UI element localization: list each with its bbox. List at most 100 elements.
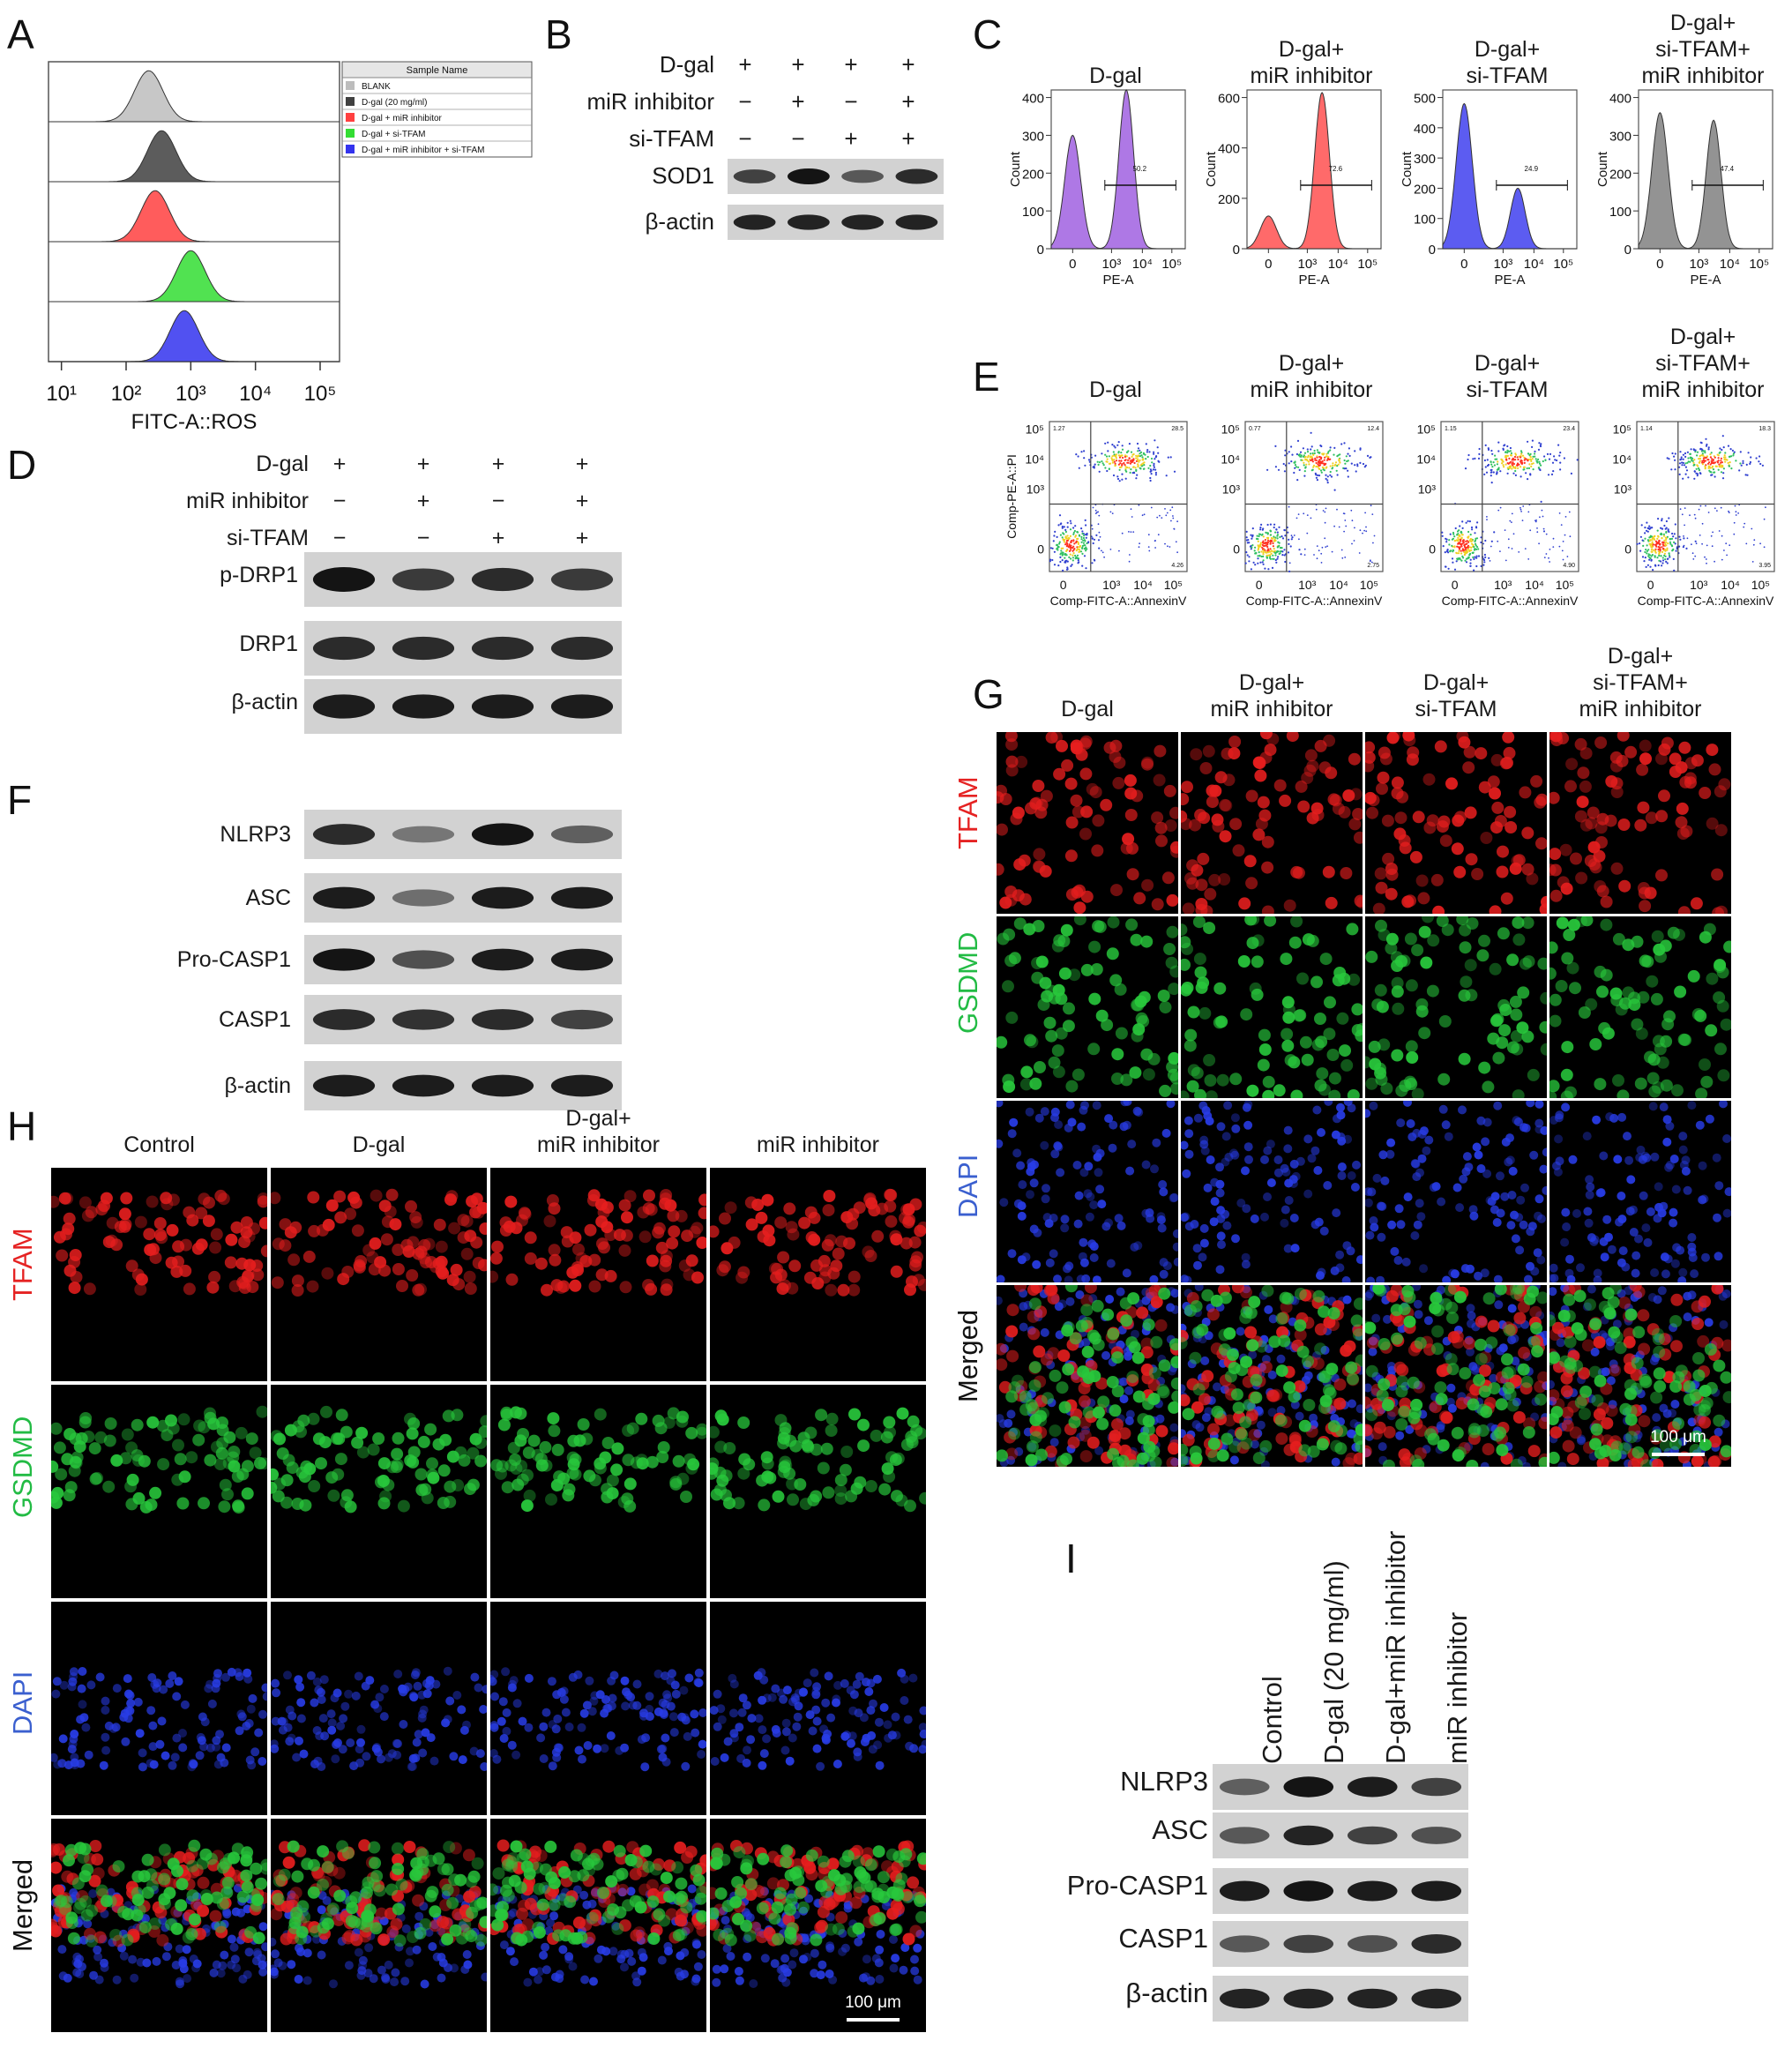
dotplot-event [1512,457,1514,460]
if-cell [1590,1235,1600,1244]
dotplot-event [1661,527,1664,530]
if-cell [1371,998,1385,1012]
if-cell [1029,1224,1039,1234]
dotplot-event [1321,546,1324,549]
dotplot-event [1654,555,1656,557]
pe-x-axis-label: PE-A [1690,273,1721,288]
if-cell [1045,732,1058,744]
dotplot-event [1107,441,1109,444]
if-cell [1511,1234,1520,1244]
if-cell [1089,786,1102,799]
dotplot-event [1699,447,1702,450]
if-cell [1182,1408,1195,1421]
if-cell [1670,1259,1680,1268]
if-cell [1383,1425,1396,1439]
if-cell [1549,1328,1562,1342]
pe-ytick-label: 0 [1037,243,1044,258]
if-cell [1531,1334,1543,1348]
if-cell [1683,1312,1692,1322]
dotplot-event [1658,539,1661,542]
treatment-label: D-gal [659,51,714,78]
if-cell [1298,1444,1311,1457]
dotplot-event [1665,560,1668,563]
dotplot-event [1714,456,1716,459]
if-cell [1182,1169,1191,1178]
if-cell [1309,1420,1318,1430]
dotplot-event [1661,559,1665,562]
dotplot-ytick-label: 0 [1233,542,1240,557]
if-cell [1014,1446,1024,1456]
dotplot-event [1742,460,1744,462]
if-cell [1209,1217,1219,1227]
if-cell [1391,985,1404,998]
if-cell [1698,1195,1707,1205]
dotplot-event [1728,512,1730,513]
dotplot-event [1157,534,1160,536]
if-cell [1156,1215,1166,1224]
pe-ytick-label: 300 [1022,129,1044,144]
if-cell [1534,1118,1544,1128]
dotplot-event [1649,544,1652,547]
if-cell [1181,1329,1189,1342]
if-cell [1500,1192,1510,1201]
dotplot-event [1531,445,1534,448]
if-cell [1558,1355,1572,1368]
dotplot-event [1497,509,1500,512]
dotplot-event [1705,505,1706,507]
if-cell [1181,1212,1191,1222]
dotplot-event [1759,462,1762,466]
dotplot-event [1468,539,1471,542]
dotplot-event [1453,535,1456,538]
column-header: miR inhibitor [537,1132,660,1157]
dotplot-event [1128,560,1131,563]
if-cell [1385,863,1398,875]
if-cell [1240,1008,1253,1021]
dotplot-xtick-label: 0 [1256,578,1263,592]
if-cell [1290,916,1303,928]
if-cell [1228,1362,1241,1375]
if-cell [1654,1182,1663,1192]
if-cell [1219,798,1231,811]
if-cell [1168,1442,1178,1455]
dotplot-event [1540,464,1542,467]
dotplot-event [1464,549,1467,551]
if-cell [1335,1250,1345,1259]
treatment-sign: + [491,452,505,476]
if-cell [1530,774,1543,788]
if-cell [1173,1257,1178,1267]
if-cell [1081,1274,1091,1282]
dotplot-event [1109,511,1112,513]
if-cell [1436,916,1449,927]
if-cell [161,1198,174,1211]
dotplot-event [1682,546,1684,549]
pe-ytick-label: 100 [1609,205,1631,220]
if-cell [287,1253,301,1267]
dotplot-event [1475,544,1477,547]
dotplot-event [1449,533,1452,535]
dotplot-event [1274,558,1277,562]
dotplot-event [1287,551,1290,554]
if-cell [1549,1396,1557,1406]
dotplot-event [1467,544,1470,547]
if-cell [1396,1364,1409,1377]
dotplot-event [1260,523,1263,526]
if-cell [271,1192,281,1205]
if-cell [1517,986,1530,999]
dotplot-event [1763,546,1766,549]
if-cell [1266,1389,1279,1402]
if-cell [1116,1287,1125,1297]
if-cell [1246,1084,1259,1097]
dotplot-event [1658,559,1661,562]
if-cell [1307,1154,1317,1163]
dotplot-event [1274,531,1277,534]
column-header: si-TFAM [1415,697,1497,721]
dotplot-event [1669,541,1672,543]
dotplot-event [1664,527,1667,530]
if-cell [1722,1134,1731,1143]
if-cell [1365,950,1378,963]
blot-0 [304,552,622,607]
if-cell [1512,1411,1526,1424]
dotplot-event [1699,461,1701,464]
dotplot-event [1511,521,1512,523]
